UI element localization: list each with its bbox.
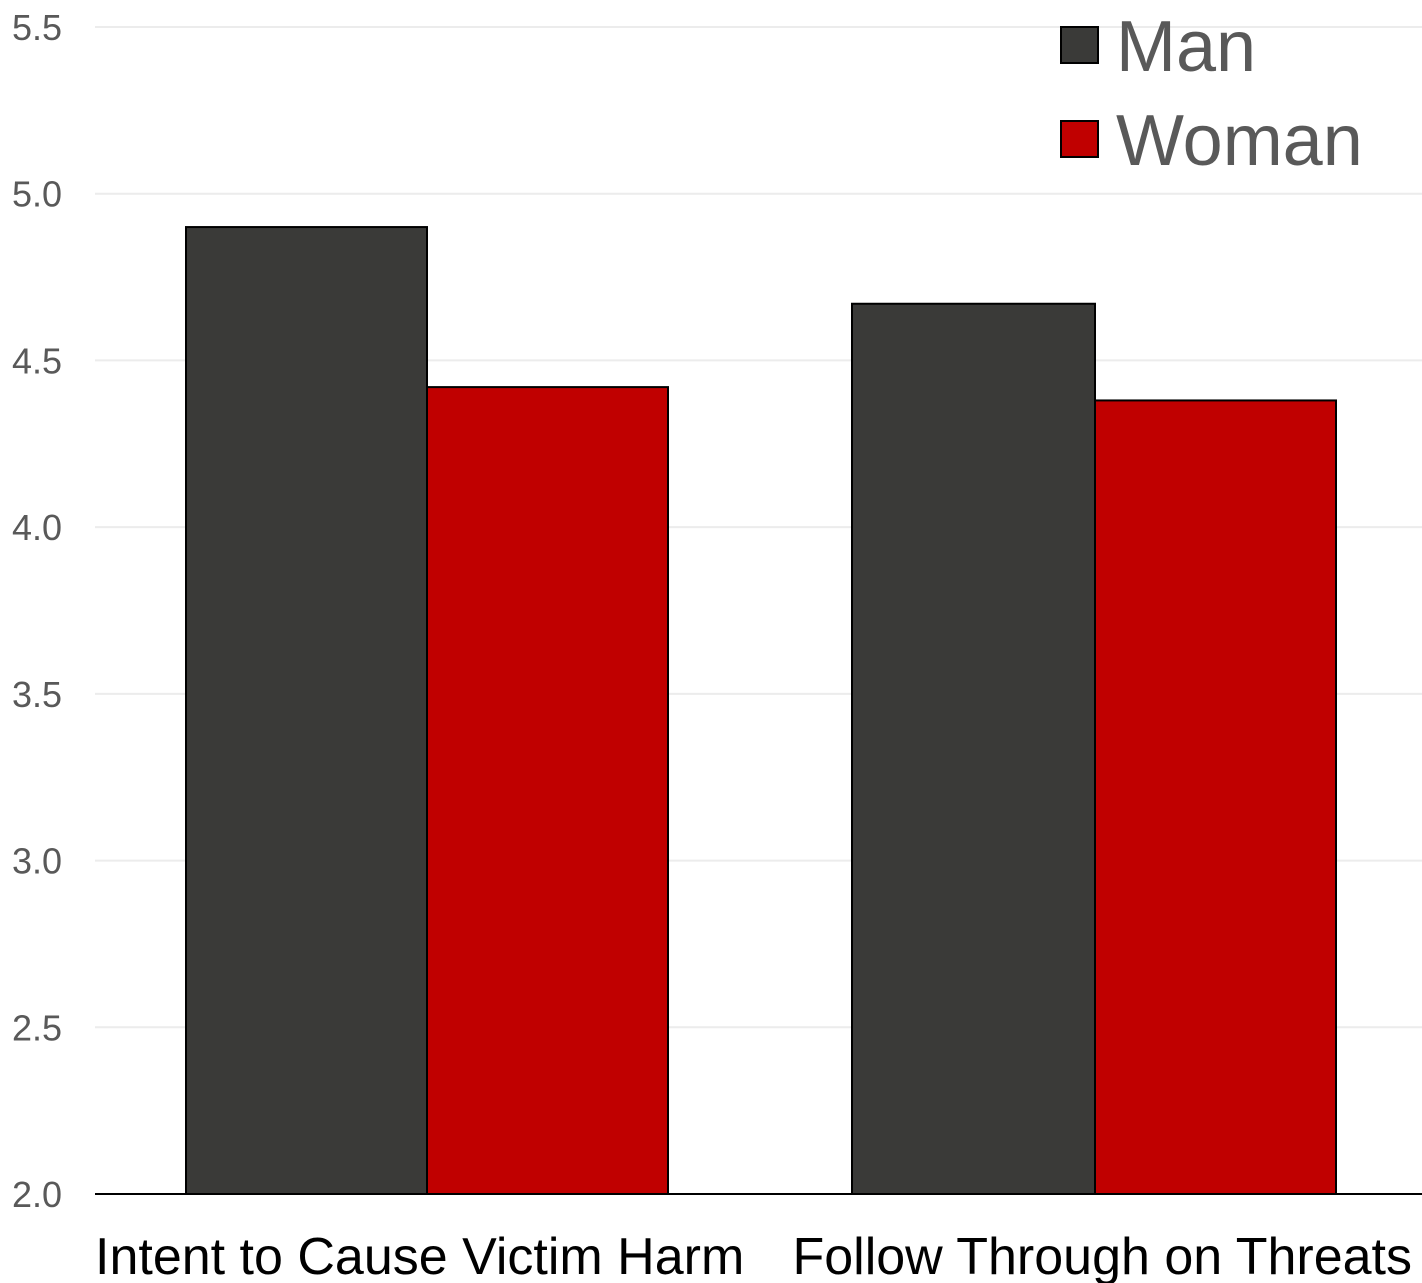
x-category-label: Intent to Cause Victim Harm bbox=[95, 1228, 744, 1283]
y-tick-label: 5.0 bbox=[12, 174, 62, 215]
legend-swatch-man bbox=[1060, 26, 1099, 64]
bars bbox=[185, 226, 1337, 1196]
x-category-label: Follow Through on Threats bbox=[792, 1228, 1412, 1283]
legend: Man Woman bbox=[1060, 7, 1363, 181]
legend-swatch-woman bbox=[1060, 120, 1099, 158]
y-tick-label: 5.5 bbox=[12, 7, 62, 48]
category-labels: Intent to Cause Victim Harm Follow Throug… bbox=[95, 1228, 1412, 1283]
legend-label-man: Man bbox=[1116, 7, 1256, 87]
y-tick-label: 3.0 bbox=[12, 841, 62, 882]
y-tick-label: 2.0 bbox=[12, 1174, 62, 1215]
y-tick-label: 4.5 bbox=[12, 340, 62, 381]
bar-woman-2 bbox=[1094, 399, 1337, 1195]
y-tick-labels: 2.0 2.5 3.0 3.5 4.0 4.5 5.0 5.5 bbox=[12, 7, 62, 1215]
y-tick-label: 2.5 bbox=[12, 1007, 62, 1048]
y-tick-label: 4.0 bbox=[12, 507, 62, 548]
bar-woman-1 bbox=[426, 386, 669, 1195]
y-tick-label: 3.5 bbox=[12, 674, 62, 715]
bar-man-1 bbox=[185, 226, 428, 1196]
bar-man-2 bbox=[851, 302, 1096, 1195]
legend-label-woman: Woman bbox=[1116, 101, 1363, 181]
